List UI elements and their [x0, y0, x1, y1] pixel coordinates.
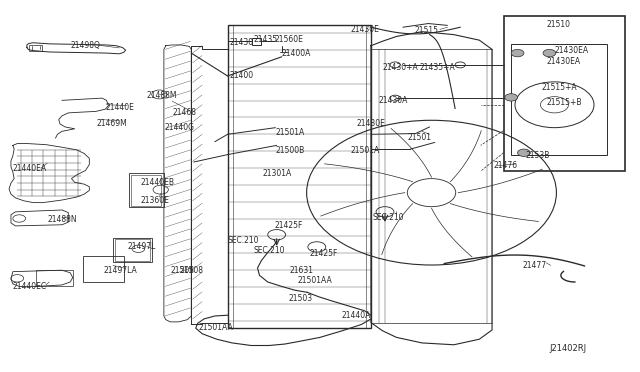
Bar [504, 16, 625, 171]
Text: 21425F: 21425F [274, 221, 303, 230]
Text: 21430: 21430 [230, 38, 253, 46]
Text: 21503: 21503 [288, 294, 312, 303]
Text: 21440E: 21440E [105, 103, 134, 112]
Bar [511, 44, 607, 155]
Text: 21301A: 21301A [262, 169, 292, 178]
Text: 21515+B: 21515+B [546, 98, 582, 107]
Circle shape [505, 94, 518, 101]
Text: 21477: 21477 [523, 261, 547, 270]
Text: 21430EA: 21430EA [546, 57, 580, 67]
Text: 21468: 21468 [172, 108, 196, 117]
Text: 21500B: 21500B [275, 146, 305, 155]
Text: 21360E: 21360E [140, 196, 169, 205]
Text: 21560E: 21560E [275, 35, 303, 44]
Text: 21435: 21435 [253, 35, 277, 44]
Text: 21430EA: 21430EA [554, 46, 589, 55]
Text: 21497LA: 21497LA [103, 266, 137, 275]
Text: 21400: 21400 [230, 71, 253, 80]
Circle shape [518, 149, 531, 157]
Circle shape [543, 49, 556, 57]
Text: 21430E: 21430E [351, 25, 380, 34]
Text: 21440EB: 21440EB [140, 178, 174, 187]
Bar [83, 256, 124, 282]
Text: 21488M: 21488M [147, 91, 177, 100]
Bar [115, 239, 150, 260]
Text: 21510: 21510 [547, 20, 571, 29]
Text: 21501AA: 21501AA [298, 276, 332, 285]
Text: 21515+A: 21515+A [541, 83, 577, 92]
Text: 21400A: 21400A [282, 49, 311, 58]
Text: 21631: 21631 [289, 266, 314, 275]
Text: J21402RJ: J21402RJ [549, 344, 586, 353]
Text: SEC.210: SEC.210 [372, 213, 404, 222]
Text: 21501A: 21501A [351, 146, 380, 155]
Bar [129, 173, 164, 208]
Text: 2153B: 2153B [525, 151, 550, 160]
Text: 21440G: 21440G [164, 123, 195, 132]
Text: 21501AA: 21501AA [199, 323, 234, 332]
Text: 21425F: 21425F [310, 250, 338, 259]
Text: SEC.210: SEC.210 [228, 236, 259, 245]
Text: 21508: 21508 [171, 266, 195, 275]
Text: 21430A: 21430A [379, 96, 408, 105]
Bar [29, 45, 42, 51]
Text: 21440EA: 21440EA [13, 164, 47, 173]
Bar [113, 238, 152, 262]
Circle shape [511, 49, 524, 57]
Text: 21501A: 21501A [275, 128, 305, 137]
Text: 21469M: 21469M [97, 119, 128, 128]
Bar [252, 38, 260, 45]
Text: 21515: 21515 [414, 26, 438, 35]
Bar [228, 25, 371, 328]
Bar [131, 175, 161, 206]
Text: 21497L: 21497L [127, 242, 156, 251]
Text: 21476: 21476 [493, 161, 518, 170]
Text: 21508: 21508 [180, 266, 204, 275]
Text: 21440EC: 21440EC [13, 282, 47, 291]
Text: 21498Q: 21498Q [70, 41, 100, 50]
Bar [36, 270, 74, 286]
Text: 21488N: 21488N [47, 215, 77, 224]
Text: 21435+A: 21435+A [419, 62, 455, 72]
Text: 21430+A: 21430+A [383, 62, 418, 72]
Text: 21440A: 21440A [341, 311, 371, 320]
Text: 21430E: 21430E [357, 119, 386, 128]
Text: 21501: 21501 [408, 133, 432, 142]
Text: SEC.210: SEC.210 [253, 247, 285, 256]
